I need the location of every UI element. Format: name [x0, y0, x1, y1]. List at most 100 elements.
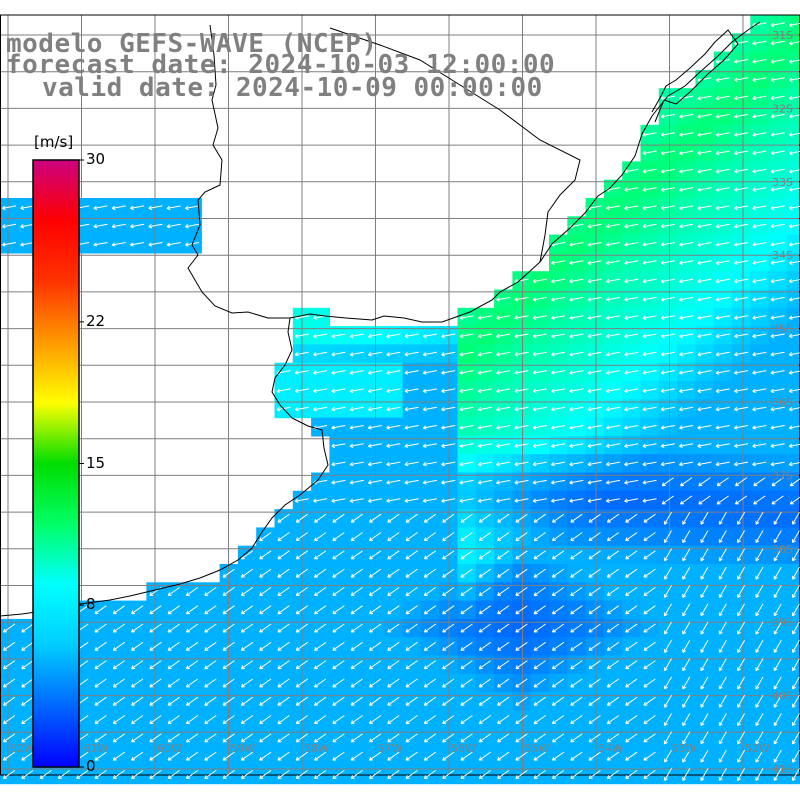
wind-arrow: [497, 623, 510, 633]
wind-arrow: [459, 461, 474, 467]
wind-arrow: [76, 769, 89, 779]
wind-arrow: [515, 532, 528, 542]
latitude-label: 40S: [772, 690, 793, 703]
wind-arrow: [441, 370, 456, 375]
wind-arrow: [624, 388, 639, 394]
wind-arrow: [386, 406, 401, 412]
wind-arrow: [367, 425, 383, 430]
wind-arrow: [679, 388, 694, 394]
wind-arrow: [423, 715, 437, 725]
wind-arrow: [130, 205, 145, 211]
colorbar-tick-label: 15: [86, 453, 106, 472]
wind-arrow: [697, 132, 712, 137]
wind-arrow: [642, 205, 657, 211]
wind-arrow: [240, 623, 254, 633]
wind-arrow: [625, 660, 638, 670]
wind-arrow: [624, 479, 639, 485]
wind-arrow: [752, 333, 767, 339]
wind-arrow: [294, 388, 309, 394]
wind-arrow: [770, 260, 785, 265]
wind-cell: [786, 600, 800, 620]
wind-arrow: [697, 168, 712, 174]
wind-arrow: [663, 530, 672, 544]
wind-arrow: [332, 568, 345, 578]
wind-arrow: [551, 660, 565, 670]
wind-arrow: [277, 733, 290, 743]
wind-arrow: [367, 479, 383, 485]
wind-arrow: [349, 461, 364, 467]
wind-arrow: [792, 768, 800, 781]
wind-arrow: [570, 532, 583, 542]
wind-arrow: [792, 530, 800, 544]
longitude-label: 61W: [84, 742, 109, 755]
wind-arrow: [770, 59, 785, 64]
wind-arrow: [679, 351, 694, 357]
wind-arrow: [700, 621, 709, 635]
wind-arrow: [752, 315, 767, 320]
wind-arrow: [185, 660, 199, 670]
wind-arrow: [734, 477, 748, 487]
wind-arrow: [350, 769, 363, 779]
wind-arrow: [715, 278, 730, 284]
title-forecast-date: forecast date: 2024-10-03 12:00:00: [6, 50, 556, 80]
wind-arrow: [515, 623, 528, 633]
wind-arrow: [387, 696, 400, 706]
wind-arrow: [295, 605, 308, 615]
wind-arrow: [792, 511, 800, 525]
wind-arrow: [625, 696, 638, 706]
wind-arrow: [477, 443, 492, 448]
wind-arrow: [642, 351, 657, 357]
wind-arrow: [606, 696, 620, 706]
wind-arrow: [294, 351, 309, 357]
wind-arrow: [405, 568, 418, 578]
wind-arrow: [2, 623, 16, 633]
wind-arrow: [682, 530, 691, 544]
wind-arrow: [259, 733, 272, 743]
wind-arrow: [368, 623, 382, 633]
wind-arrow: [587, 498, 602, 503]
wind-arrow: [752, 425, 767, 430]
wind-arrow: [700, 548, 709, 562]
wind-arrow: [606, 641, 620, 651]
wind-arrow: [643, 733, 656, 743]
wind-arrow: [700, 530, 709, 544]
wind-arrow: [550, 260, 566, 265]
wind-arrow: [460, 678, 473, 688]
wind-arrow: [185, 678, 199, 688]
wind-arrow: [715, 95, 730, 101]
wind-arrow: [679, 113, 694, 119]
wind-arrow: [624, 498, 639, 503]
wind-arrow: [460, 641, 473, 651]
wind-arrow: [112, 769, 125, 779]
wind-arrow: [737, 621, 746, 635]
wind-arrow: [770, 370, 785, 375]
wind-arrow: [788, 352, 800, 357]
wind-arrow: [587, 351, 602, 357]
wind-arrow: [605, 333, 620, 339]
wind-arrow: [423, 550, 437, 560]
wind-arrow: [94, 605, 107, 615]
wind-arrow: [718, 640, 727, 653]
wind-arrow: [753, 495, 766, 505]
wind-arrow: [660, 443, 675, 448]
wind-arrow: [773, 676, 782, 690]
wind-arrow: [533, 623, 546, 633]
wind-arrow: [204, 586, 217, 596]
wind-arrow: [350, 641, 363, 651]
wind-arrow: [624, 260, 639, 265]
wind-arrow: [771, 495, 784, 505]
wind-arrow: [569, 370, 584, 375]
wind-arrow: [332, 715, 345, 725]
wind-arrow: [551, 733, 565, 743]
wind-arrow: [773, 585, 782, 598]
wind-arrow: [737, 511, 746, 525]
wind-arrow: [697, 461, 712, 467]
wind-arrow: [737, 731, 746, 745]
wind-arrow: [606, 715, 620, 725]
wind-arrow: [478, 550, 491, 560]
wind-arrow: [514, 351, 529, 357]
wind-arrow: [605, 479, 620, 485]
wind-arrow: [682, 566, 691, 580]
wind-arrow: [112, 641, 125, 651]
wind-arrow: [442, 696, 455, 706]
